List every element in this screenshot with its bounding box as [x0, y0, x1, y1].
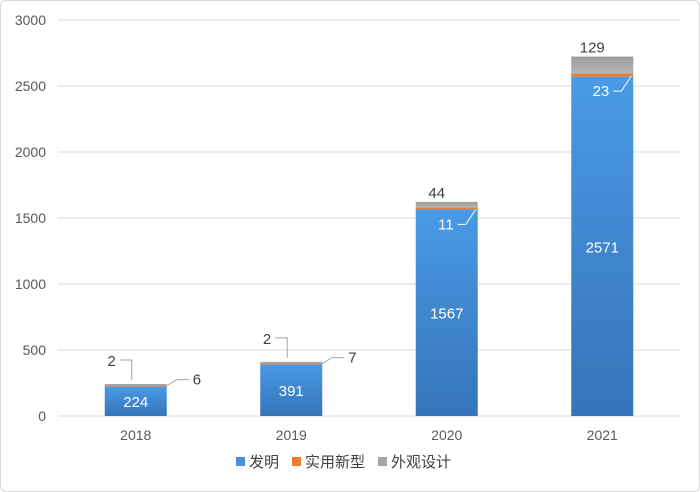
- y-tick-label: 2000: [15, 144, 46, 160]
- data-label-utility-model: 23: [593, 83, 610, 100]
- leader-line: [613, 75, 632, 92]
- y-tick-label: 1000: [15, 276, 46, 292]
- x-tick-label: 2020: [431, 427, 462, 443]
- leader-line: [275, 337, 288, 358]
- bar-invention-2019: [260, 364, 323, 416]
- bar-utility-model-2021: [571, 73, 634, 77]
- y-tick-label: 2500: [15, 78, 46, 94]
- legend-swatch: [378, 457, 387, 466]
- data-label-invention: 2571: [586, 239, 619, 256]
- bar-design-2018: [104, 384, 167, 386]
- x-tick-label: 2019: [276, 427, 307, 443]
- bar-invention-2018: [104, 386, 167, 416]
- legend-label: 发明: [249, 454, 279, 471]
- data-label-utility-model: 11: [438, 216, 454, 233]
- bar-design-2021: [571, 56, 634, 74]
- data-label-invention: 391: [279, 383, 304, 400]
- legend: 发明 实用新型 外观设计: [236, 454, 451, 471]
- data-labels: 224 6 2 391 7 2 1567 44 11 2571 129 23: [107, 40, 632, 411]
- data-label-design: 129: [580, 40, 605, 57]
- legend-label: 实用新型: [305, 454, 365, 471]
- bar-design-2020: [415, 201, 478, 208]
- data-label-invention: 224: [123, 394, 148, 411]
- legend-swatch: [292, 457, 301, 466]
- y-tick-label: 1500: [15, 210, 46, 226]
- leader-line: [321, 357, 345, 365]
- bar-invention-2020: [415, 209, 478, 416]
- legend-label: 外观设计: [391, 454, 451, 471]
- data-label-design: 44: [428, 185, 445, 202]
- leader-line: [457, 209, 477, 225]
- legend-swatch: [236, 457, 245, 466]
- leader-line: [119, 359, 133, 381]
- x-tick-label: 2021: [587, 427, 618, 443]
- data-label-design: 2: [107, 353, 115, 370]
- data-label-invention: 1567: [430, 306, 463, 323]
- data-label-utility-model: 7: [348, 350, 356, 367]
- data-label-design: 2: [263, 331, 271, 348]
- y-tick-label: 0: [38, 408, 46, 424]
- bar-utility-model-2020: [415, 207, 478, 210]
- y-axis-ticks: 0 500 1000 1500 2000 2500 3000: [15, 12, 46, 424]
- y-tick-label: 500: [23, 342, 47, 358]
- leader-line: [166, 379, 189, 387]
- bar-invention-2021: [571, 76, 634, 417]
- x-axis-ticks: 2018 2019 2020 2021: [120, 427, 618, 443]
- bar-design-2019: [260, 361, 323, 364]
- data-label-utility-model: 6: [193, 372, 201, 389]
- y-tick-label: 3000: [15, 12, 46, 28]
- x-tick-label: 2018: [120, 427, 151, 443]
- bars: [104, 56, 634, 417]
- bar-utility-model-2019: [260, 362, 323, 365]
